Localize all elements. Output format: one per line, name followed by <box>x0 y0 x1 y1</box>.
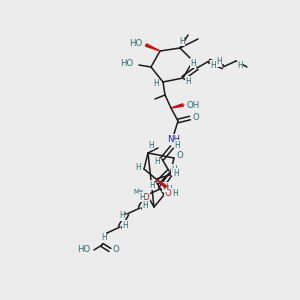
Text: H: H <box>119 212 125 220</box>
Text: H: H <box>101 233 107 242</box>
Text: O: O <box>177 152 183 160</box>
Text: HO: HO <box>120 59 134 68</box>
Text: H: H <box>174 140 180 149</box>
Text: H: H <box>190 58 196 68</box>
Text: OH: OH <box>186 100 200 109</box>
Polygon shape <box>146 44 160 51</box>
Text: H: H <box>149 181 155 190</box>
Text: H: H <box>122 220 128 230</box>
Text: H: H <box>148 140 154 149</box>
Text: O: O <box>193 113 200 122</box>
Text: H: H <box>135 163 141 172</box>
Polygon shape <box>171 104 183 108</box>
Text: H: H <box>154 157 160 166</box>
Text: H: H <box>166 184 172 194</box>
Text: H: H <box>185 76 191 85</box>
Text: H: H <box>210 61 216 70</box>
Text: H: H <box>139 193 145 202</box>
Text: H: H <box>153 80 159 88</box>
Text: HO: HO <box>129 38 142 47</box>
Text: H: H <box>237 61 243 70</box>
Text: H: H <box>172 188 178 197</box>
Text: H: H <box>171 164 177 173</box>
Text: H: H <box>173 169 179 178</box>
Text: NH: NH <box>167 134 181 143</box>
Text: O: O <box>112 245 119 254</box>
Text: H: H <box>142 202 148 211</box>
Text: H: H <box>179 37 185 46</box>
Text: H: H <box>162 182 168 191</box>
Text: H: H <box>216 58 222 67</box>
Text: O: O <box>142 193 149 202</box>
Polygon shape <box>156 179 167 188</box>
Text: Me: Me <box>133 189 143 195</box>
Text: O: O <box>165 188 171 197</box>
Text: HO: HO <box>77 245 91 254</box>
